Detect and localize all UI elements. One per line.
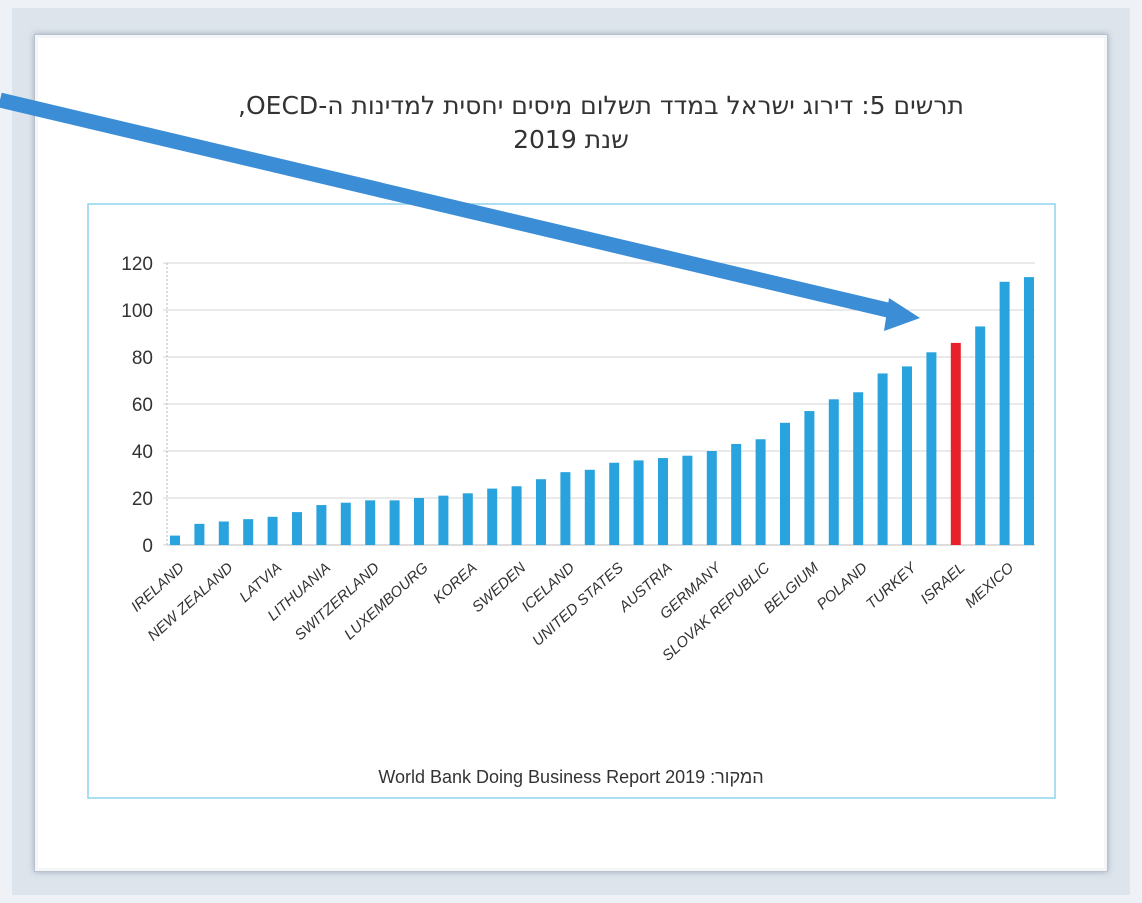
x-tick-label: LUXEMBOURG [341,559,432,643]
x-tick-label: SWEDEN [469,559,529,616]
bar [243,519,254,545]
bar [853,392,864,545]
bar [877,373,888,545]
bar [975,326,986,545]
bar [950,342,961,545]
bar [536,479,546,545]
bar [267,516,278,545]
x-tick-label: TURKEY [863,559,920,613]
x-tick-label: MEXICO [962,559,1018,611]
y-tick-label: 0 [142,536,153,557]
bar [365,500,376,545]
x-tick-label: POLAND [814,559,871,613]
bar [658,458,668,545]
bar [999,281,1010,545]
bar [584,469,595,545]
y-tick-label: 20 [132,489,153,510]
y-tick-label: 120 [121,254,153,275]
bar [633,460,644,545]
x-tick-label: ISRAEL [917,559,968,607]
y-tick-label: 60 [132,395,153,416]
bar [902,366,912,545]
bar [828,399,839,545]
bar [780,422,790,545]
bar [462,493,473,545]
bar [609,462,620,545]
bar [389,500,400,545]
bar [560,472,571,545]
bar [926,352,937,545]
bar [414,498,424,545]
x-tick-label: BELGIUM [761,559,823,617]
bar [218,521,229,545]
bar [731,443,742,545]
bar [511,486,522,545]
y-tick-label: 40 [132,442,153,463]
x-tick-label: NEW ZEALAND [145,559,237,644]
bar [487,488,498,545]
bar [682,455,693,545]
y-tick-label: 100 [121,301,153,322]
bar [340,502,351,545]
bar [170,535,180,545]
bar [804,411,815,545]
bar [706,451,717,545]
bar [316,505,327,545]
page-background: תרשים 5: דירוג ישראל במדד תשלום מיסים יח… [12,8,1130,895]
figure-sheet: תרשים 5: דירוג ישראל במדד תשלום מיסים יח… [34,34,1108,872]
y-tick-label: 80 [132,348,153,369]
bar [755,439,766,545]
bar [438,495,449,545]
bar [194,523,205,545]
x-tick-label: SWITZERLAND [292,559,383,644]
bar [292,512,302,545]
bar [1024,277,1034,545]
source-note: World Bank Doing Business Report 2019 :ה… [378,767,764,787]
x-tick-label: UNITED STATES [529,559,627,649]
